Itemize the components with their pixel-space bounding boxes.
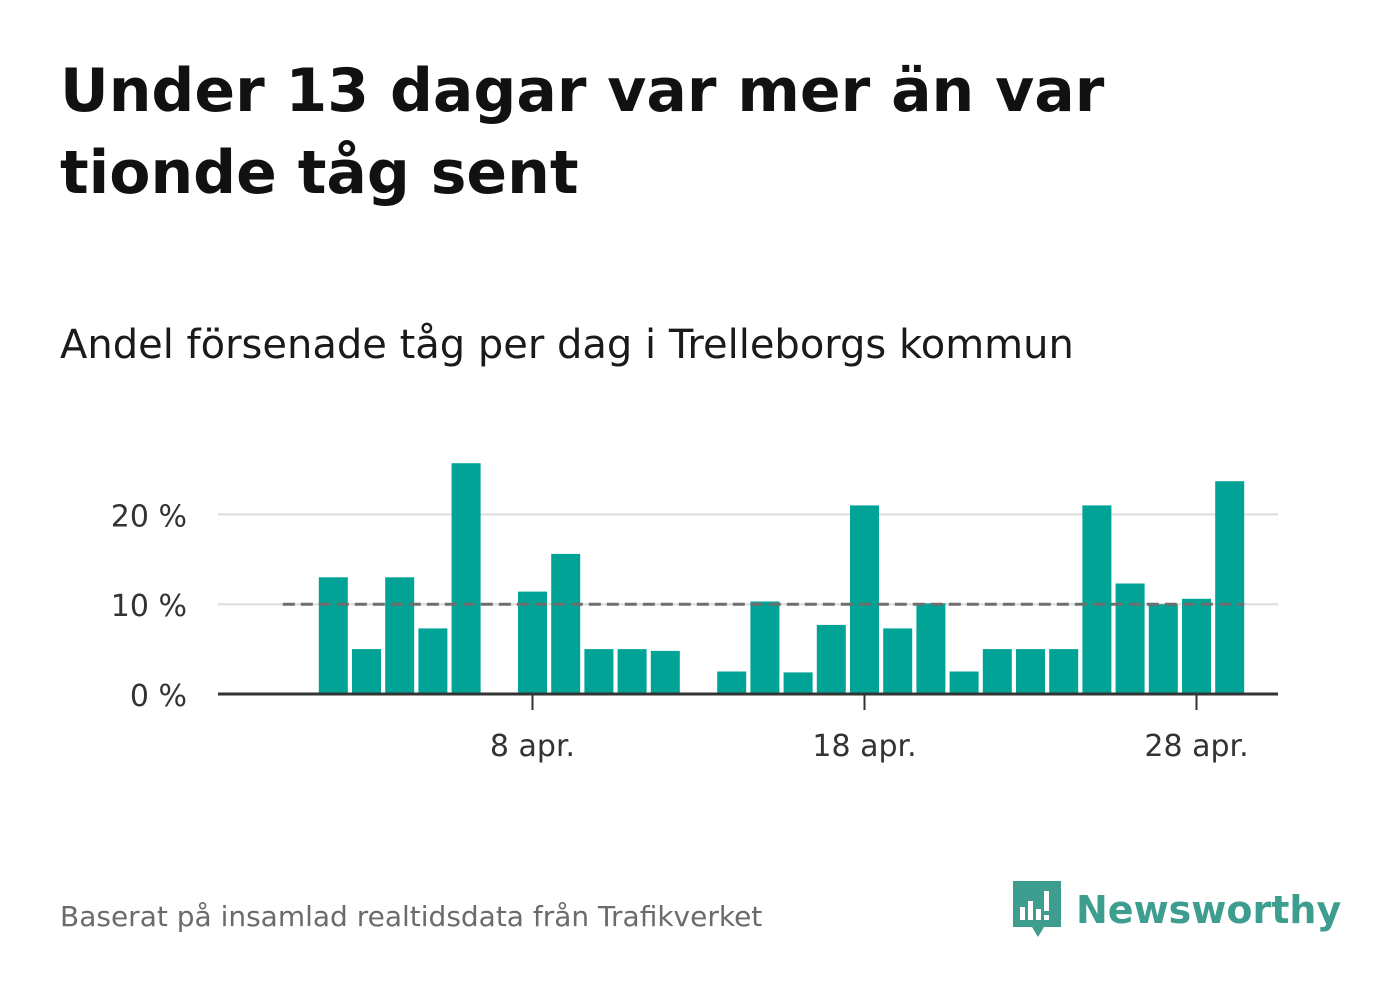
bar xyxy=(850,505,879,694)
bar xyxy=(518,591,547,694)
bar xyxy=(617,649,647,694)
bar xyxy=(916,603,946,694)
bar xyxy=(1049,649,1079,694)
chart-subtitle: Andel försenade tåg per dag i Trelleborg… xyxy=(60,322,1074,368)
chart-title: Under 13 dagar var mer än var tionde tåg… xyxy=(60,56,1105,208)
bar xyxy=(1115,583,1145,694)
bar xyxy=(385,577,415,694)
bar xyxy=(1215,481,1245,694)
x-axis-labels: 8 apr. 18 apr. 28 apr. xyxy=(490,729,1249,764)
bar xyxy=(1016,649,1045,694)
source-note: Baserat på insamlad realtidsdata från Tr… xyxy=(60,900,763,933)
newsworthy-logo: Newsworthy xyxy=(1010,878,1341,942)
y-tick-label: 20 % xyxy=(111,499,187,534)
x-tick-label: 28 apr. xyxy=(1144,729,1248,764)
bar xyxy=(883,628,913,694)
bar xyxy=(750,601,780,694)
bar xyxy=(352,649,381,694)
x-tick-label: 18 apr. xyxy=(812,729,916,764)
newsworthy-icon xyxy=(1013,881,1061,937)
bar xyxy=(418,628,448,694)
bar xyxy=(451,463,481,694)
x-tick-label: 8 apr. xyxy=(490,729,575,764)
bar xyxy=(584,649,614,694)
bar xyxy=(783,672,813,694)
bar xyxy=(1182,598,1211,694)
bar xyxy=(949,671,979,694)
bar xyxy=(551,553,581,694)
bar xyxy=(650,650,680,694)
bar xyxy=(816,624,846,694)
bar xyxy=(1148,604,1178,694)
bar xyxy=(717,671,747,694)
brand-name: Newsworthy xyxy=(1076,888,1342,932)
y-tick-label: 10 % xyxy=(111,589,187,624)
bars xyxy=(318,463,1245,694)
bar xyxy=(982,649,1012,694)
bar xyxy=(1082,505,1112,694)
y-axis-labels: 0 % 10 % 20 % xyxy=(111,499,187,714)
bar xyxy=(318,577,348,694)
y-tick-label: 0 % xyxy=(130,679,187,714)
x-axis xyxy=(218,692,1278,710)
